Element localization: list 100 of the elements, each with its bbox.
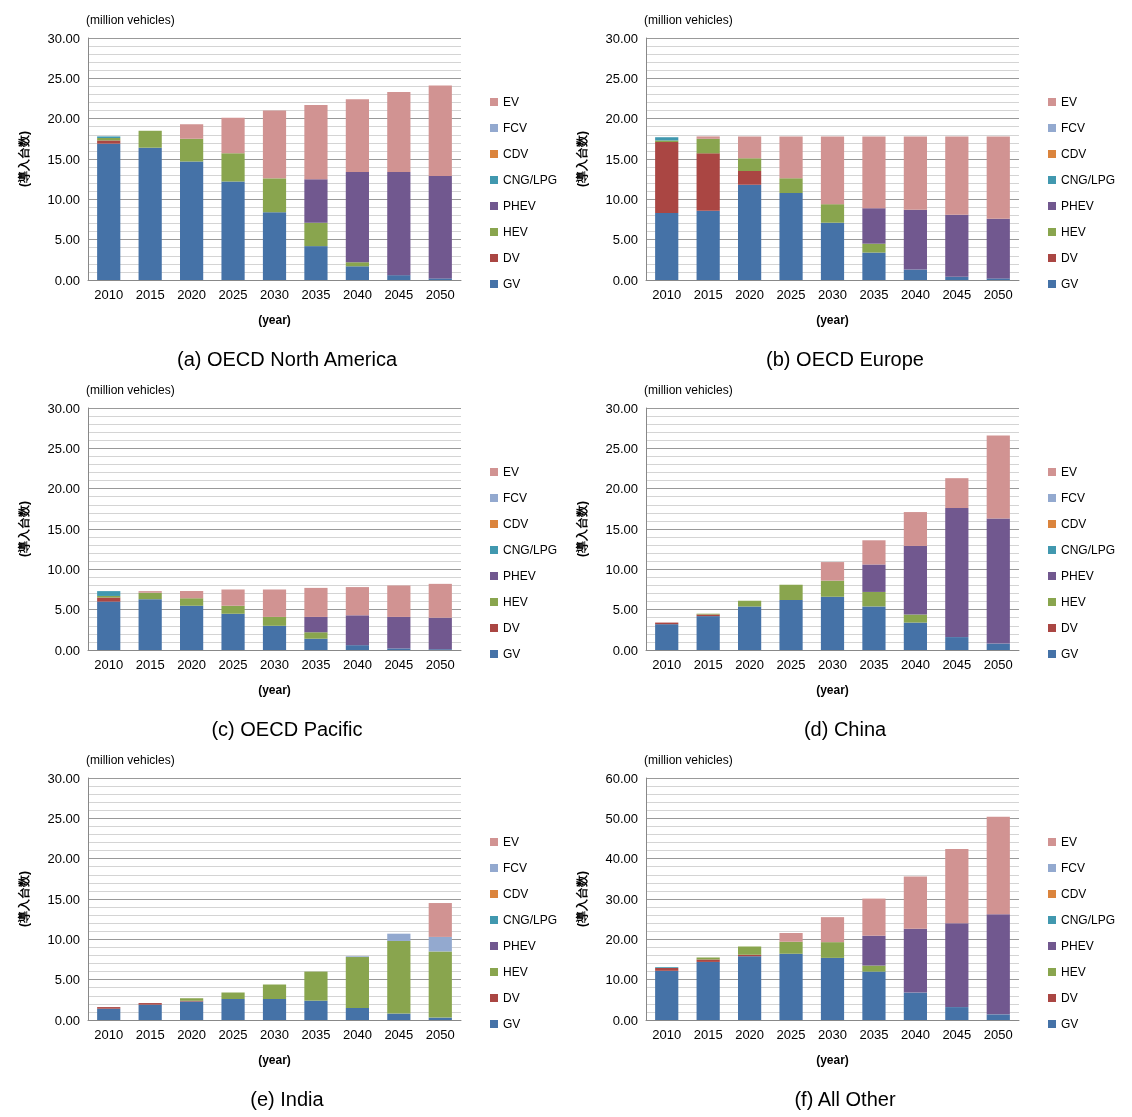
legend-label: GV bbox=[502, 1017, 521, 1031]
x-tick-label: 2010 bbox=[652, 287, 682, 302]
y-tick-label: 20.00 bbox=[47, 111, 80, 127]
x-tick-label: 2015 bbox=[693, 287, 723, 302]
x-tick-label: 2045 bbox=[942, 657, 972, 672]
legend-label: DV bbox=[1060, 251, 1078, 265]
y-tick-label: 0.00 bbox=[612, 1012, 638, 1028]
legend-label: HEV bbox=[502, 595, 528, 609]
x-tick-label: 2050 bbox=[425, 1027, 455, 1042]
x-tick-label: 2050 bbox=[425, 287, 455, 302]
legend-label: CDV bbox=[502, 887, 529, 901]
x-tick-label: 2030 bbox=[260, 287, 289, 302]
x-tick-label: 2020 bbox=[735, 287, 765, 302]
legend-label: DV bbox=[502, 621, 520, 635]
legend-label: PHEV bbox=[502, 569, 536, 583]
x-tick-label: 2050 bbox=[983, 1027, 1013, 1042]
legend-label: EV bbox=[502, 835, 519, 849]
text: (million vehicles) bbox=[644, 383, 733, 397]
y-axis-title: (導入台数) bbox=[17, 501, 31, 557]
x-axis-title: (year) bbox=[258, 313, 291, 327]
y-tick-label: 30.00 bbox=[47, 30, 80, 46]
x-tick-label: 2035 bbox=[859, 287, 889, 302]
x-tick-label: 2020 bbox=[735, 1027, 765, 1042]
y-axis-title: (導入台数) bbox=[575, 871, 589, 927]
legend-label: HEV bbox=[502, 225, 528, 239]
text: (million vehicles) bbox=[86, 13, 175, 27]
y-tick-label: 15.00 bbox=[605, 151, 638, 167]
y-tick-label: 5.00 bbox=[612, 602, 638, 618]
x-tick-label: 2015 bbox=[135, 287, 165, 302]
x-tick-label: 2010 bbox=[652, 1027, 682, 1042]
legend-label: EV bbox=[1060, 835, 1077, 849]
x-tick-label: 2010 bbox=[94, 657, 124, 672]
legend-label: PHEV bbox=[502, 199, 536, 213]
legend-label: CNG/LPG bbox=[502, 913, 557, 927]
legend-label: EV bbox=[502, 95, 519, 109]
y-tick-label: 60.00 bbox=[605, 770, 638, 786]
y-tick-label: 30.00 bbox=[47, 770, 80, 786]
x-axis-title: (year) bbox=[258, 1053, 291, 1067]
legend-label: EV bbox=[502, 465, 519, 479]
x-tick-label: 2015 bbox=[693, 1027, 723, 1042]
x-tick-label: 2025 bbox=[218, 1027, 248, 1042]
text: (b) OECD Europe bbox=[766, 348, 924, 370]
x-tick-label: 2025 bbox=[776, 657, 806, 672]
y-tick-label: 15.00 bbox=[47, 521, 80, 537]
x-tick-label: 2035 bbox=[301, 1027, 331, 1042]
legend-label: PHEV bbox=[1060, 199, 1094, 213]
legend-label: CNG/LPG bbox=[502, 543, 557, 557]
x-tick-label: 2030 bbox=[260, 1027, 289, 1042]
x-tick-label: 2015 bbox=[693, 657, 723, 672]
x-tick-label: 2020 bbox=[177, 287, 207, 302]
x-tick-label: 2045 bbox=[384, 657, 414, 672]
legend-label: HEV bbox=[1060, 965, 1086, 979]
text: (million vehicles) bbox=[86, 753, 175, 767]
text: (million vehicles) bbox=[86, 383, 175, 397]
legend-label: CDV bbox=[1060, 887, 1087, 901]
text: (d) China bbox=[803, 718, 887, 740]
legend-label: CNG/LPG bbox=[1060, 543, 1115, 557]
x-tick-label: 2015 bbox=[135, 657, 165, 672]
y-axis-title: (導入台数) bbox=[17, 871, 31, 927]
legend-label: GV bbox=[502, 277, 521, 291]
x-tick-label: 2025 bbox=[218, 657, 248, 672]
x-axis-title: (year) bbox=[258, 683, 291, 697]
legend-label: CDV bbox=[1060, 147, 1087, 161]
y-tick-label: 30.00 bbox=[605, 891, 638, 907]
y-tick-label: 25.00 bbox=[605, 70, 638, 86]
x-tick-label: 2045 bbox=[384, 1027, 414, 1042]
text: (c) OECD Pacific bbox=[211, 718, 363, 740]
legend-label: FCV bbox=[1060, 491, 1085, 505]
x-tick-label: 2040 bbox=[900, 287, 930, 302]
legend-label: DV bbox=[1060, 621, 1078, 635]
x-tick-label: 2035 bbox=[859, 657, 889, 672]
legend-label: FCV bbox=[502, 491, 527, 505]
x-tick-label: 2035 bbox=[301, 287, 331, 302]
legend-label: PHEV bbox=[502, 939, 536, 953]
y-tick-label: 15.00 bbox=[605, 521, 638, 537]
x-tick-label: 2030 bbox=[818, 657, 847, 672]
y-tick-label: 0.00 bbox=[54, 1012, 80, 1028]
y-tick-label: 20.00 bbox=[47, 481, 80, 497]
legend-label: CDV bbox=[1060, 517, 1087, 531]
y-tick-label: 10.00 bbox=[47, 561, 80, 577]
y-tick-label: 20.00 bbox=[47, 851, 80, 867]
text: (f) All Other bbox=[794, 1088, 896, 1110]
legend-label: FCV bbox=[502, 121, 527, 135]
y-tick-label: 10.00 bbox=[47, 931, 80, 947]
text: (million vehicles) bbox=[644, 753, 733, 767]
y-tick-label: 5.00 bbox=[54, 232, 80, 248]
legend-label: HEV bbox=[1060, 225, 1086, 239]
y-tick-label: 5.00 bbox=[54, 602, 80, 618]
x-axis-title: (year) bbox=[816, 313, 849, 327]
x-tick-label: 2010 bbox=[94, 1027, 124, 1042]
y-tick-label: 10.00 bbox=[47, 191, 80, 207]
legend-label: HEV bbox=[502, 965, 528, 979]
y-tick-label: 0.00 bbox=[54, 272, 80, 288]
x-tick-label: 2040 bbox=[342, 657, 372, 672]
legend-label: FCV bbox=[502, 861, 527, 875]
legend-label: FCV bbox=[1060, 121, 1085, 135]
x-tick-label: 2030 bbox=[818, 1027, 847, 1042]
y-tick-label: 25.00 bbox=[605, 440, 638, 456]
x-tick-label: 2015 bbox=[135, 1027, 165, 1042]
y-tick-label: 20.00 bbox=[605, 481, 638, 497]
